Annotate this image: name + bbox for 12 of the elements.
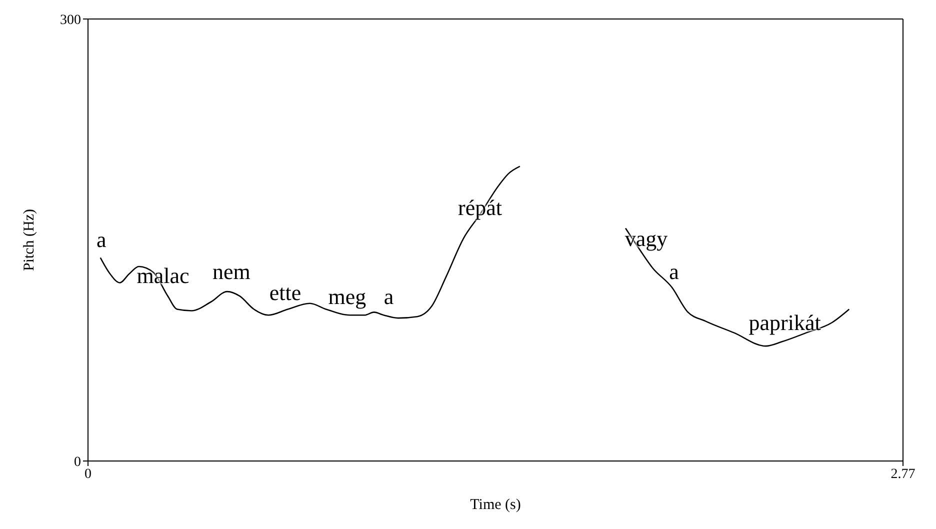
annotation: a	[669, 259, 679, 284]
annotation: nem	[212, 259, 250, 284]
x-tick-label: 2.77	[890, 466, 916, 482]
annotation: a	[384, 284, 394, 309]
y-axis-title: Pitch (Hz)	[21, 208, 38, 272]
line-series	[624, 228, 850, 347]
annotation: a	[96, 227, 106, 252]
annotation: meg	[328, 284, 366, 309]
x-axis-title: Time (s)	[470, 497, 521, 513]
y-tick-label: 300	[60, 12, 81, 28]
annotation: ette	[269, 280, 302, 305]
annotation: paprikát	[748, 310, 821, 335]
